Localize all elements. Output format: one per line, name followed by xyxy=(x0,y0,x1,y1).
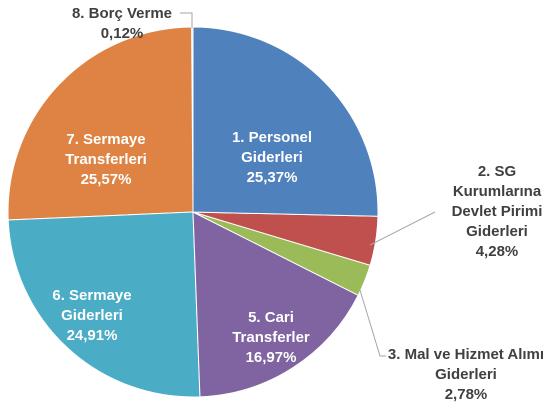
slice-label: 8. Borç Verme 0,12% xyxy=(47,4,197,44)
category-label: 2. SG Kurumlarına Devlet Pirimi Giderler… xyxy=(451,163,543,240)
leader-line xyxy=(359,289,386,357)
value-label: 16,97% xyxy=(245,349,297,366)
category-label: 7. Sermaye Transferleri xyxy=(65,131,147,168)
category-label: 5. Cari Transferler xyxy=(232,309,310,346)
slice-label: 3. Mal ve Hizmet Alımı Giderleri 2,78% xyxy=(384,345,549,405)
pie-slice xyxy=(7,211,201,398)
slice-label: 7. Sermaye Transferleri 25,57% xyxy=(51,130,161,190)
leader-line xyxy=(180,12,193,28)
category-label: 1. Personel Giderleri xyxy=(231,129,313,166)
category-label: 3. Mal ve Hizmet Alımı Giderleri xyxy=(387,346,545,383)
value-label: 0,12% xyxy=(100,25,144,42)
category-label: 6. Sermaye Giderleri xyxy=(52,287,132,324)
value-label: 25,57% xyxy=(80,171,132,188)
slice-label: 6. Sermaye Giderleri 24,91% xyxy=(42,286,142,346)
pie-slice xyxy=(192,211,359,398)
value-label: 25,37% xyxy=(246,169,298,186)
value-label: 24,91% xyxy=(66,327,118,344)
slice-label: 1. Personel Giderleri 25,37% xyxy=(222,128,322,188)
slice-label: 2. SG Kurumlarına Devlet Pirimi Giderler… xyxy=(441,162,553,262)
value-label: 4,28% xyxy=(475,243,519,260)
value-label: 2,78% xyxy=(444,386,488,403)
slice-label: 5. Cari Transferler 16,97% xyxy=(224,308,319,368)
category-label: 8. Borç Verme xyxy=(71,5,173,22)
pie-slice xyxy=(192,26,379,217)
pie-slice xyxy=(7,26,194,221)
leader-line xyxy=(369,211,436,246)
